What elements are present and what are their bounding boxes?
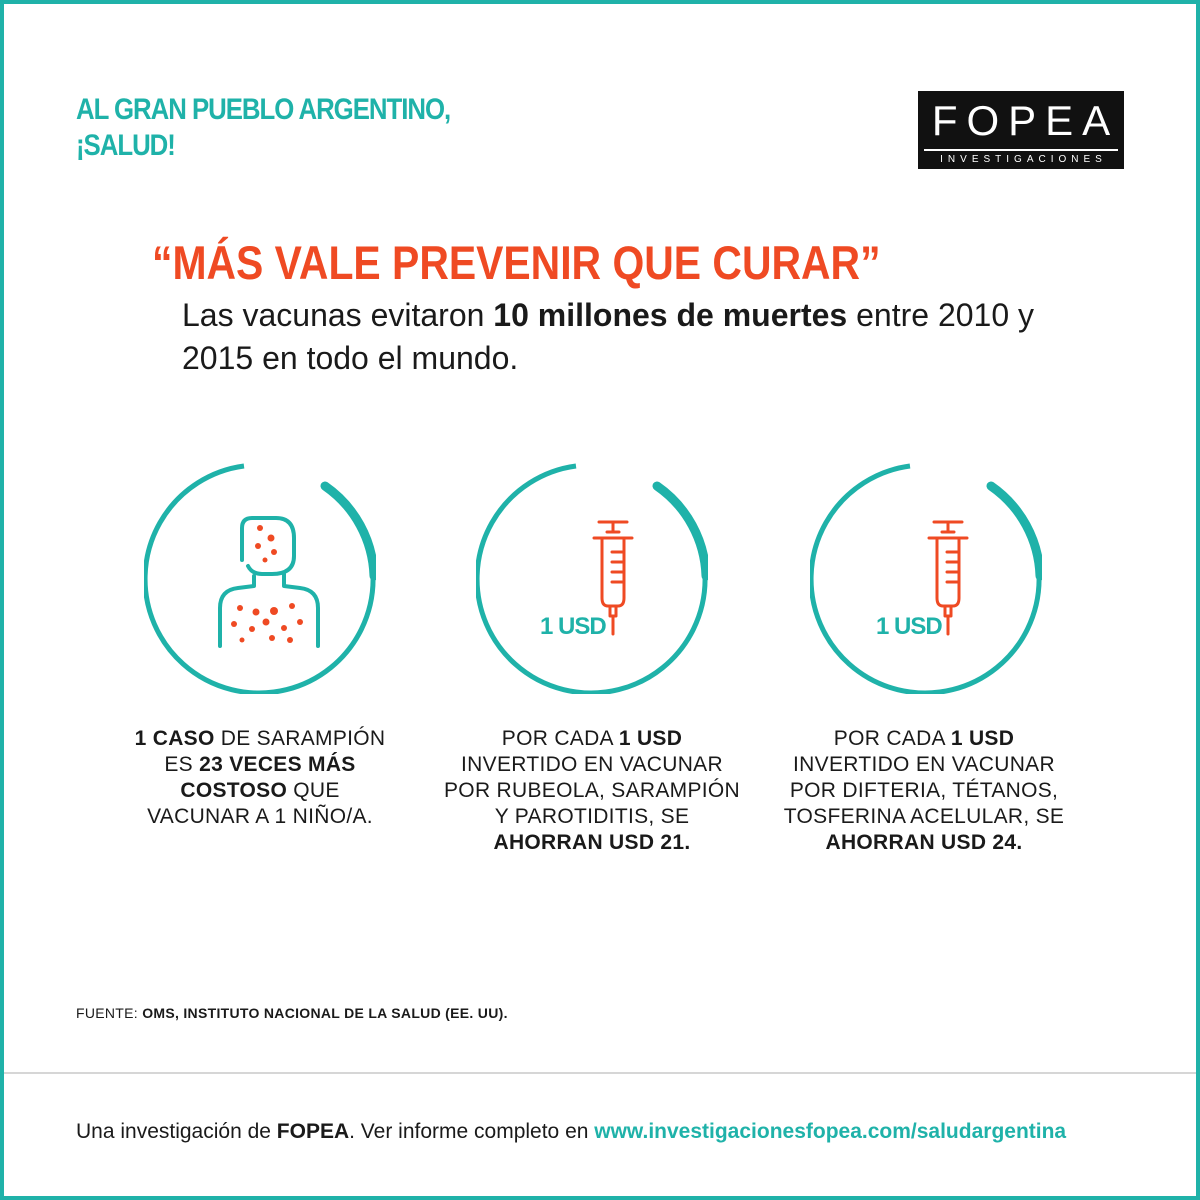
footer-divider <box>4 1072 1196 1074</box>
caption-line: POR CADA 1 USD <box>442 726 742 752</box>
source-value: OMS, INSTITUTO NACIONAL DE LA SALUD (EE.… <box>142 1005 508 1021</box>
measles-person-icon <box>218 516 320 648</box>
caption-emphasis: AHORRAN USD 24. <box>825 831 1023 854</box>
stat-caption-2: POR CADA 1 USD INVERTIDO EN VACUNAR POR RU… <box>442 726 742 856</box>
caption-text: DE SARAMPIÓN <box>214 727 386 750</box>
caption-line: INVERTIDO EN VACUNAR <box>774 752 1074 778</box>
fopea-logo: FOPEA INVESTIGACIONES <box>918 91 1124 169</box>
kicker-line-2: ¡SALUD! <box>76 129 176 162</box>
syringe-icon <box>592 520 634 636</box>
stat-ring-3 <box>810 462 1042 694</box>
caption-emphasis: 1 CASO <box>134 727 215 750</box>
caption-text: INVERTIDO EN VACUNAR <box>461 753 723 776</box>
caption-line: ES 23 VECES MÁS <box>110 752 410 778</box>
caption-line: Y PAROTIDITIS, SE <box>442 804 742 830</box>
caption-text: VACUNAR A 1 NIÑO/A. <box>147 805 373 828</box>
caption-line: VACUNAR A 1 NIÑO/A. <box>110 804 410 830</box>
report-link[interactable]: www.investigacionesfopea.com/saludargent… <box>594 1120 1067 1143</box>
logo-rule <box>924 149 1118 151</box>
lead-text-after: entre 2010 y 2015 en todo el mundo. <box>182 297 1035 376</box>
kicker-line-1: AL GRAN PUEBLO ARGENTINO, <box>76 93 451 126</box>
source-note: FUENTE: OMS, INSTITUTO NACIONAL DE LA SA… <box>76 1005 508 1021</box>
caption-emphasis: 1 USD <box>618 727 683 750</box>
lead-text-before: Las vacunas evitaron <box>182 297 494 333</box>
caption-line: POR DIFTERIA, TÉTANOS, <box>774 778 1074 804</box>
footer-middle: . Ver informe completo en <box>349 1120 595 1143</box>
syringe-icon <box>927 520 969 636</box>
footer-credit: Una investigación de FOPEA. Ver informe … <box>76 1120 1066 1144</box>
logo-subtitle: INVESTIGACIONES <box>940 154 1107 165</box>
caption-line: AHORRAN USD 24. <box>774 830 1074 856</box>
stat-ring-1 <box>144 462 376 694</box>
caption-text: INVERTIDO EN VACUNAR <box>793 753 1055 776</box>
caption-text: POR DIFTERIA, TÉTANOS, <box>789 779 1059 802</box>
caption-line: POR RUBEOLA, SARAMPIÓN <box>442 778 742 804</box>
caption-text: POR CADA <box>501 727 619 750</box>
caption-emphasis: 1 USD <box>950 727 1015 750</box>
caption-line: TOSFERINA ACELULAR, SE <box>774 804 1074 830</box>
caption-line: POR CADA 1 USD <box>774 726 1074 752</box>
stat-caption-3: POR CADA 1 USD INVERTIDO EN VACUNAR POR DI… <box>774 726 1074 856</box>
caption-text: ES <box>164 753 200 776</box>
caption-line: COSTOSO QUE <box>110 778 410 804</box>
caption-line: 1 CASO DE SARAMPIÓN <box>110 726 410 752</box>
usd-label-3: 1 USD <box>876 613 943 640</box>
caption-text: TOSFERINA ACELULAR, SE <box>783 805 1065 828</box>
stat-ring-2 <box>476 462 708 694</box>
caption-text: QUE <box>287 779 340 802</box>
footer-prefix: Una investigación de <box>76 1120 277 1143</box>
logo-wordmark: FOPEA <box>931 97 1120 144</box>
caption-line: INVERTIDO EN VACUNAR <box>442 752 742 778</box>
caption-emphasis: COSTOSO <box>180 779 288 802</box>
headline: “MÁS VALE PREVENIR QUE CURAR” <box>152 236 881 289</box>
lead-text-bold: 10 millones de muertes <box>493 297 848 333</box>
caption-emphasis: 23 VECES MÁS <box>199 753 356 776</box>
caption-text: POR CADA <box>833 727 951 750</box>
caption-text: Y PAROTIDITIS, SE <box>494 805 690 828</box>
source-label: FUENTE: <box>76 1005 143 1021</box>
usd-label-2: 1 USD <box>540 613 607 640</box>
footer-org: FOPEA <box>276 1120 350 1143</box>
caption-text: POR RUBEOLA, SARAMPIÓN <box>444 779 740 802</box>
lead-paragraph: Las vacunas evitaron 10 millones de muer… <box>182 294 1042 380</box>
caption-emphasis: AHORRAN USD 21. <box>493 831 691 854</box>
kicker-title: AL GRAN PUEBLO ARGENTINO, ¡SALUD! <box>76 92 451 164</box>
caption-line: AHORRAN USD 21. <box>442 830 742 856</box>
stat-caption-1: 1 CASO DE SARAMPIÓN ES 23 VECES MÁS COSTOS… <box>110 726 410 830</box>
